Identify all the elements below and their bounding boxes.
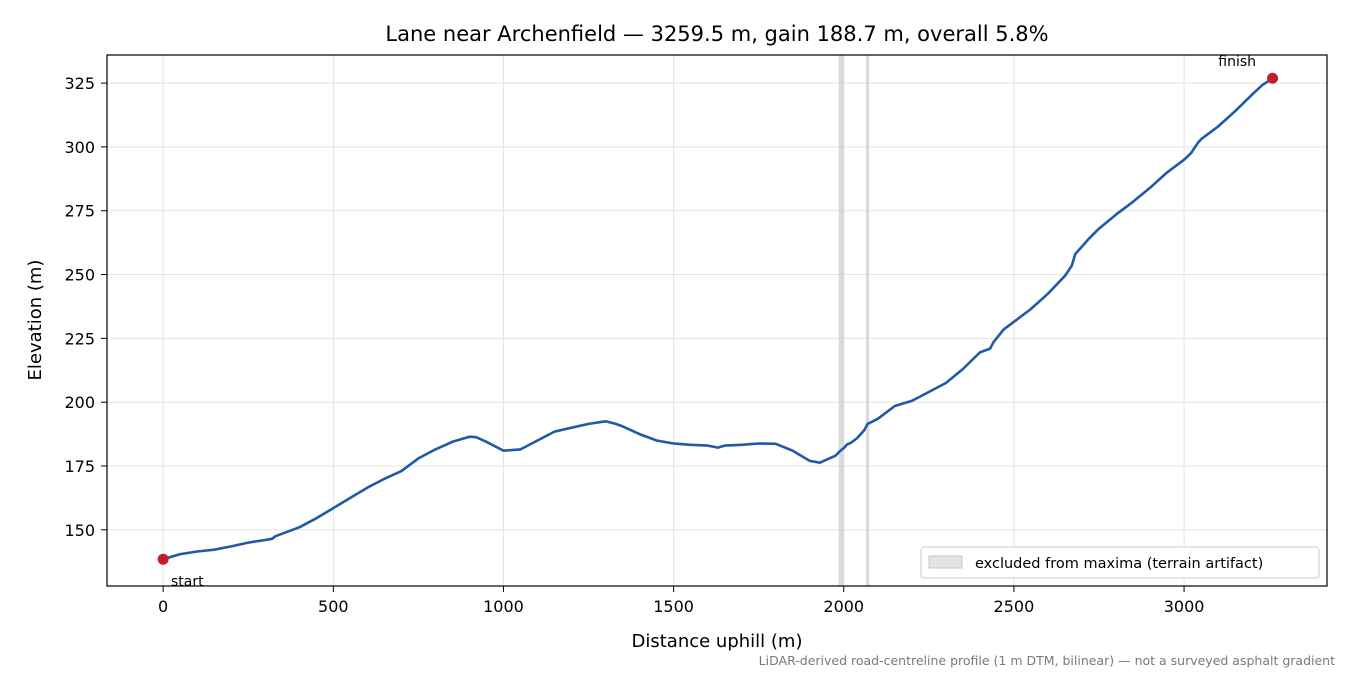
y-tick-label: 175	[64, 457, 95, 476]
legend-swatch	[928, 555, 963, 569]
chart-title: Lane near Archenfield — 3259.5 m, gain 1…	[385, 22, 1048, 46]
footnote: LiDAR-derived road-centreline profile (1…	[759, 653, 1335, 668]
x-tick-label: 2000	[823, 597, 864, 616]
start-marker	[157, 553, 169, 565]
legend-label: excluded from maxima (terrain artifact)	[975, 556, 1263, 572]
excluded-band	[865, 55, 870, 586]
x-tick-label: 1000	[483, 597, 524, 616]
legend-box	[920, 546, 1320, 579]
y-tick-label: 200	[64, 393, 95, 412]
x-tick-label: 0	[158, 597, 168, 616]
x-axis-ticks: 0 500 1000 1500 2000 2500 3000	[158, 586, 1204, 616]
y-tick-label: 250	[64, 266, 95, 285]
x-tick-label: 3000	[1164, 597, 1205, 616]
x-tick-label: 500	[318, 597, 349, 616]
y-tick-label: 150	[64, 521, 95, 540]
plot-frame	[106, 54, 1328, 587]
y-tick-label: 275	[64, 202, 95, 221]
y-tick-label: 325	[64, 74, 95, 93]
elevation-line	[161, 76, 1274, 561]
x-tick-label: 1500	[653, 597, 694, 616]
excluded-band	[838, 55, 844, 586]
y-axis-ticks: 150 175 200 225 250 275 300 325	[64, 74, 107, 540]
y-axis-label: Elevation (m)	[25, 260, 46, 381]
legend: excluded from maxima (terrain artifact)	[920, 546, 1320, 579]
grid	[107, 55, 1327, 586]
excluded-bands	[838, 55, 870, 586]
finish-marker	[1267, 72, 1279, 84]
y-tick-label: 300	[64, 138, 95, 157]
endpoint-markers	[157, 72, 1279, 565]
x-axis-label: Distance uphill (m)	[632, 631, 803, 652]
finish-label: finish	[1218, 54, 1256, 70]
y-tick-label: 225	[64, 329, 95, 348]
x-tick-label: 2500	[994, 597, 1035, 616]
start-label: start	[171, 574, 204, 590]
